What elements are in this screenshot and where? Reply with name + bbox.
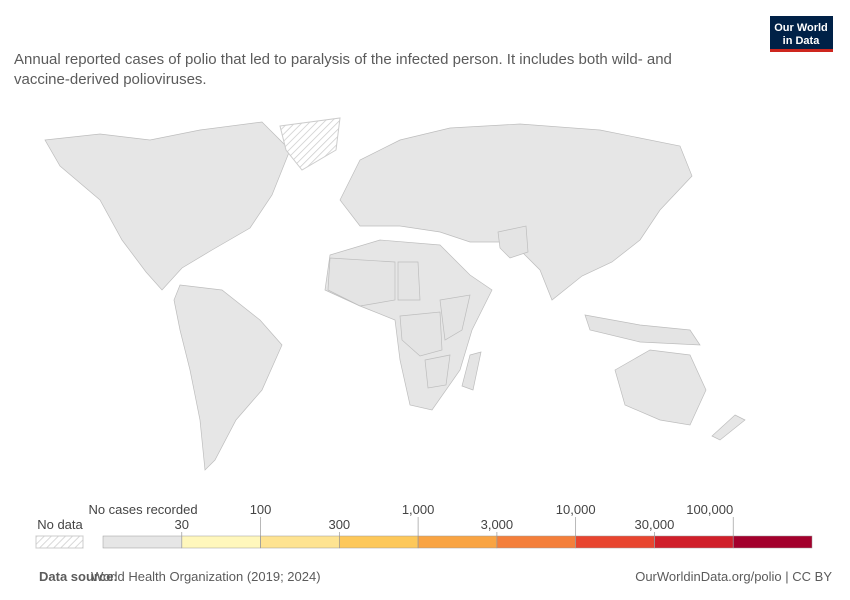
greenland[interactable]: [279, 117, 341, 171]
legend-bin: [181, 535, 261, 549]
subtitle: Annual reported cases of polio that led …: [14, 51, 672, 88]
north-america[interactable]: [44, 121, 291, 291]
subtitle-box: Annual reported cases of polio that led …: [14, 51, 672, 88]
world-map: [44, 117, 746, 471]
logo-text[interactable]: Our World: [774, 22, 828, 34]
logo-text[interactable]: in Data: [783, 35, 821, 47]
west-africa[interactable]: [327, 257, 396, 307]
legend-bin: [732, 535, 813, 549]
legend-tick-label: 30,000: [635, 517, 675, 532]
south-america[interactable]: [173, 284, 283, 471]
legend-bin: [575, 535, 655, 549]
legend-tick-label: 3,000: [481, 517, 514, 532]
legend-tick-label: 30: [175, 517, 189, 532]
legend-tick-label: 100: [250, 502, 272, 517]
indonesia[interactable]: [584, 314, 701, 346]
source-label: Data source:: [39, 569, 118, 584]
southern-africa[interactable]: [424, 354, 451, 389]
source: World Health Organization (2019; 2024): [91, 569, 321, 584]
legend-label: No cases recorded: [88, 502, 197, 517]
legend-label: No data: [37, 517, 83, 532]
logo-box[interactable]: [770, 16, 833, 52]
legend-bin: [496, 535, 576, 549]
logo-stripe: [770, 49, 833, 52]
east-africa[interactable]: [439, 294, 471, 341]
source-link[interactable]: OurWorldinData.org/polio | CC BY: [635, 569, 832, 584]
new-zealand[interactable]: [711, 414, 746, 441]
eurasia[interactable]: [339, 123, 693, 301]
legend-bin: [260, 535, 340, 549]
legend-tick-label: 100,000: [686, 502, 733, 517]
legend-bin: [654, 535, 734, 549]
legend-tick-label: 1,000: [402, 502, 435, 517]
dr-congo[interactable]: [399, 311, 443, 357]
legend-bin: [102, 535, 183, 549]
legend-tick-label: 300: [328, 517, 350, 532]
legend-tick-label: 10,000: [556, 502, 596, 517]
legend-bin: [339, 535, 419, 549]
legend-bin: [417, 535, 498, 549]
madagascar[interactable]: [461, 351, 482, 391]
australia[interactable]: [614, 349, 707, 426]
pakistan-afghanistan[interactable]: [497, 225, 529, 259]
chad-nigeria[interactable]: [397, 261, 421, 301]
no-data-swatch[interactable]: [35, 535, 84, 549]
